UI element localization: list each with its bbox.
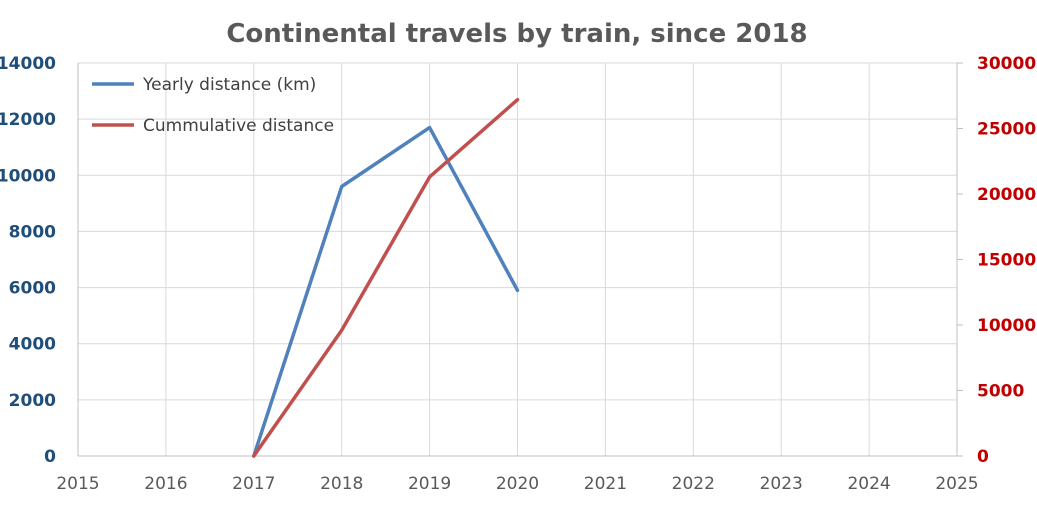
x-tick-label: 2025: [935, 474, 978, 494]
chart-title: Continental travels by train, since 2018: [226, 19, 807, 49]
y-left-tick-label: 12000: [0, 110, 56, 130]
tick-labels: 0 2000 4000 6000 8000 10000 12000 14000 2015 2016…: [0, 54, 1036, 494]
x-tick-label: 2020: [496, 474, 539, 494]
y-left-tick-label: 10000: [0, 166, 56, 186]
y-right-tick-label: 10000: [977, 316, 1036, 336]
x-tick-label: 2024: [847, 474, 890, 494]
legend-label-2: Cummulative distance: [143, 116, 334, 136]
y-right-tick-label: 15000: [977, 251, 1036, 271]
y-left-tick-label: 0: [44, 447, 56, 467]
x-tick-label: 2021: [584, 474, 627, 494]
y-left-tick-label: 2000: [9, 391, 56, 411]
y-left-tick-label: 6000: [9, 279, 56, 299]
y-right-tick-label: 25000: [977, 120, 1036, 140]
y-right-tick-label: 30000: [977, 54, 1036, 74]
x-tick-label: 2015: [56, 474, 99, 494]
legend-label-1: Yearly distance (km): [142, 75, 316, 95]
series-line-2: [252, 97, 520, 458]
legend: Yearly distance (km) Cummulative distance: [92, 75, 334, 136]
x-tick-label: 2023: [760, 474, 803, 494]
series-line-1: [252, 125, 520, 458]
y-right-tick-label: 0: [977, 447, 989, 467]
y-left-tick-label: 8000: [9, 222, 56, 242]
x-tick-label: 2017: [232, 474, 275, 494]
y-right-tick-label: 5000: [977, 382, 1024, 402]
x-tick-label: 2016: [144, 474, 187, 494]
y-left-tick-label: 14000: [0, 54, 56, 74]
axes: [77, 62, 963, 457]
x-tick-label: 2022: [672, 474, 715, 494]
series-lines: [252, 97, 520, 458]
y-right-tick-label: 20000: [977, 185, 1036, 205]
x-tick-label: 2019: [408, 474, 451, 494]
x-tick-label: 2018: [320, 474, 363, 494]
y-left-tick-label: 4000: [9, 335, 56, 355]
